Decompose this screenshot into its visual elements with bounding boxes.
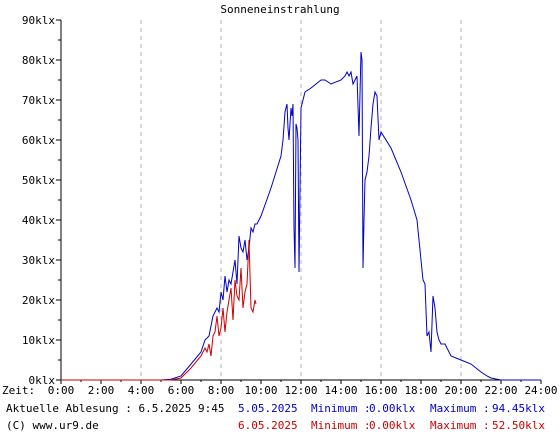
y-tick-label: 0klx <box>29 374 56 387</box>
series-line-2 <box>61 239 257 381</box>
x-tick-label: 14:00 <box>324 384 357 397</box>
grid <box>140 20 462 380</box>
y-tick-label: 60klx <box>22 134 55 147</box>
x-tick-label: 22:00 <box>484 384 517 397</box>
x-tick-label: 20:00 <box>444 384 477 397</box>
legend-max-label-2: Maximum : <box>430 419 490 432</box>
x-tick-label: 2:00 <box>88 384 115 397</box>
x-tick-label: 24:00 <box>524 384 557 397</box>
legend-max-label-1: Maximum : <box>430 402 490 415</box>
x-tick-label: 10:00 <box>244 384 277 397</box>
legend-min-value-1: 0.00klx <box>369 402 416 415</box>
y-tick-label: 70klx <box>22 94 55 107</box>
x-tick-label: 8:00 <box>208 384 235 397</box>
x-tick-label: 16:00 <box>364 384 397 397</box>
chart-title: Sonneneinstrahlung <box>220 3 339 16</box>
legend-row-1: 5.05.2025 Minimum : 0.00klx Maximum : 94… <box>238 402 545 415</box>
x-axis-ticks: 0:00 2:00 4:00 6:00 8:00 10:00 12:00 14:00 16:00… <box>48 380 558 397</box>
series-lines <box>61 51 541 381</box>
legend-row-2: 6.05.2025 Minimum : 0.00klx Maximum : 52… <box>238 419 545 432</box>
legend-min-label-1: Minimum : <box>311 402 371 415</box>
x-tick-label: 4:00 <box>128 384 155 397</box>
y-tick-label: 50klx <box>22 174 55 187</box>
y-tick-label: 30klx <box>22 254 55 267</box>
y-axis-ticks: 0klx 10klx 20klx 30klx 40klx 50klx 60klx 70klx 8… <box>22 14 61 387</box>
y-tick-label: 40klx <box>22 214 55 227</box>
x-tick-label: 6:00 <box>168 384 195 397</box>
reading-label: Aktuelle Ablesung : 6.5.2025 9:45 <box>6 402 225 415</box>
x-tick-label: 0:00 <box>48 384 75 397</box>
legend-min-label-2: Minimum : <box>311 419 371 432</box>
y-tick-label: 90klx <box>22 14 55 27</box>
legend-date-2: 6.05.2025 <box>238 419 298 432</box>
legend-min-value-2: 0.00klx <box>369 419 416 432</box>
copyright: (C) www.ur9.de <box>6 419 99 432</box>
legend-max-value-1: 94.45klx <box>492 402 545 415</box>
y-tick-label: 10klx <box>22 334 55 347</box>
series-line-1 <box>61 51 541 381</box>
x-tick-label: 18:00 <box>404 384 437 397</box>
legend-max-value-2: 52.50klx <box>492 419 545 432</box>
y-tick-label: 20klx <box>22 294 55 307</box>
x-axis-prefix: Zeit: <box>2 384 35 397</box>
y-tick-label: 80klx <box>22 54 55 67</box>
x-tick-label: 12:00 <box>284 384 317 397</box>
legend-date-1: 5.05.2025 <box>238 402 298 415</box>
